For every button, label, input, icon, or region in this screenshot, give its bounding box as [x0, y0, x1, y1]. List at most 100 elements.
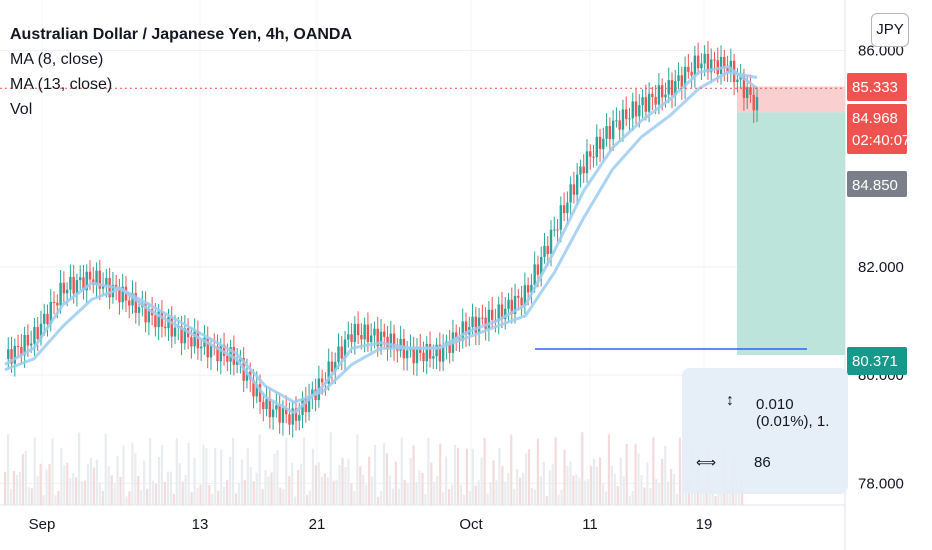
volume-bar: [48, 464, 51, 505]
volume-bar: [252, 481, 255, 505]
candle-body: [569, 184, 572, 203]
candle-body: [101, 285, 105, 289]
candle-body: [644, 97, 648, 112]
candle-body: [589, 151, 592, 157]
volume-bar: [140, 490, 143, 505]
volume-bar: [631, 490, 634, 505]
candle-body: [438, 344, 442, 362]
volume-bar: [448, 489, 451, 505]
volume-bar: [98, 482, 101, 505]
volume-bar: [317, 462, 320, 505]
candle-body: [307, 396, 311, 413]
volume-bar: [187, 442, 190, 505]
candle-body: [572, 184, 576, 195]
candle-body: [33, 327, 36, 344]
candle-body: [258, 384, 262, 402]
volume-bar: [300, 463, 303, 505]
volume-bar: [590, 466, 593, 505]
candle-body: [500, 304, 504, 320]
target-zone: [737, 112, 845, 356]
volume-bar: [513, 488, 516, 505]
volume-bar: [625, 443, 628, 505]
volume-bar: [89, 457, 93, 505]
volume-bar: [329, 432, 332, 505]
volume-bar: [667, 481, 670, 505]
volume-bar: [427, 437, 430, 505]
volume-bar: [536, 438, 539, 505]
volume-label[interactable]: Vol: [10, 101, 33, 118]
x-tick-label: Oct: [459, 516, 483, 533]
volume-bar: [54, 495, 57, 505]
volume-bar: [190, 491, 193, 505]
volume-bar: [353, 491, 356, 505]
candle-body: [294, 408, 298, 421]
candle-body: [59, 282, 62, 306]
candle-body: [392, 333, 396, 349]
volume-bar: [675, 494, 679, 505]
volume-bar: [42, 495, 45, 505]
candle-body: [435, 344, 438, 357]
volume-bar: [344, 467, 347, 505]
volume-bar: [202, 444, 205, 505]
candle-body: [562, 205, 566, 214]
candle-body: [566, 202, 569, 214]
candle-body: [79, 277, 82, 281]
x-tick-label: 21: [309, 516, 326, 533]
volume-bar: [305, 495, 309, 505]
candle-body: [193, 331, 196, 347]
volume-bar: [146, 488, 149, 505]
candle-body: [540, 256, 543, 275]
volume-bar: [134, 453, 137, 505]
stop-level-label-text: 80.371: [852, 353, 898, 370]
candle-body: [670, 80, 674, 96]
candle-body: [291, 408, 294, 425]
last-price-label-text: 02:40:07: [852, 132, 910, 149]
candle-body: [167, 316, 170, 329]
candle-body: [654, 97, 657, 105]
ma13-label[interactable]: MA (13, close): [10, 76, 113, 93]
candle-body: [72, 276, 75, 294]
volume-bar: [237, 483, 241, 505]
currency-button[interactable]: JPY: [871, 13, 909, 47]
volume-bar: [581, 432, 584, 505]
candle-body: [739, 76, 742, 80]
volume-bar: [664, 445, 667, 505]
volume-bar: [131, 442, 134, 505]
candle-body: [696, 55, 700, 69]
volume-bar: [226, 480, 229, 505]
candle-body: [605, 126, 608, 139]
volume-bar: [57, 491, 60, 505]
ma8-line: [4, 65, 758, 415]
volume-bar: [178, 463, 181, 505]
candle-body: [723, 56, 726, 68]
volume-bar: [320, 476, 323, 505]
candle-body: [752, 94, 755, 111]
candle-body: [677, 75, 680, 82]
volume-bar: [610, 465, 613, 505]
volume-bar: [670, 469, 673, 505]
volume-bar: [294, 496, 297, 505]
volume-bar: [646, 462, 649, 505]
candle-body: [432, 356, 435, 359]
ma8-label[interactable]: MA (8, close): [10, 51, 104, 68]
volume-bar: [214, 447, 217, 505]
candle-body: [199, 346, 203, 349]
candle-body: [170, 316, 173, 337]
volume-bar: [436, 475, 439, 505]
candle-body: [556, 229, 559, 231]
candle-body: [39, 323, 43, 340]
candle-body: [154, 315, 157, 328]
candle-body: [657, 85, 661, 105]
candle-body: [337, 346, 340, 362]
candle-body: [530, 284, 533, 293]
volume-bar: [578, 477, 581, 505]
candle-body: [504, 308, 507, 320]
volume-bar: [311, 448, 315, 505]
volume-bar: [347, 458, 350, 505]
y-tick-label: 78.000: [858, 475, 904, 492]
volume-bar: [211, 493, 214, 505]
volume-bar: [486, 493, 489, 505]
volume-bar: [388, 475, 391, 505]
volume-bar: [385, 453, 389, 505]
